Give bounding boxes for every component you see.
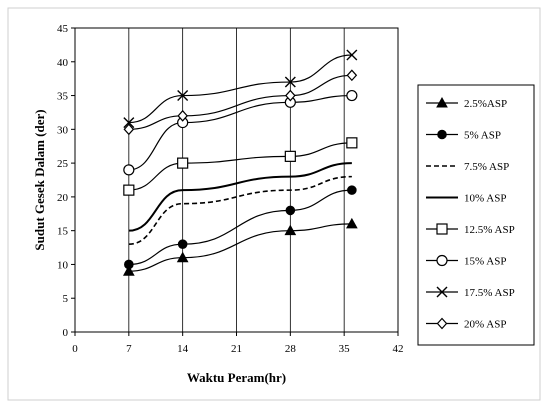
legend-label: 17.5% ASP [464, 287, 515, 299]
legend-label: 10% ASP [464, 193, 507, 205]
series-line [128, 223, 352, 272]
y-tick-label: 20 [57, 192, 69, 204]
legend-label: 12.5% ASP [464, 224, 515, 236]
y-tick-label: 10 [57, 259, 69, 271]
x-tick-label: 42 [393, 343, 404, 355]
data-point [285, 89, 296, 102]
legend-label: 2.5%ASP [464, 98, 507, 110]
x-tick-label: 21 [231, 343, 242, 355]
data-point [123, 164, 135, 176]
legend-label: 20% ASP [464, 319, 507, 331]
series-line [128, 74, 352, 130]
legend-box [417, 84, 535, 346]
x-axis-label: Waktu Peram(hr) [187, 370, 286, 385]
series-0 [122, 217, 358, 276]
series-line [128, 175, 352, 245]
x-tick-label: 7 [126, 343, 132, 355]
data-point-stroke [284, 76, 296, 88]
data-point [177, 157, 189, 169]
data-point-stroke [436, 286, 448, 298]
series-line [128, 54, 352, 124]
legend-item: 10% ASP [426, 193, 507, 205]
legend: 2.5%ASP 5% ASP 7.5% ASP 10% ASP 12.5% ASP 15%… [417, 84, 535, 346]
data-point [346, 217, 358, 229]
data-point [436, 254, 448, 267]
data-point [436, 286, 448, 298]
data-point [347, 185, 357, 195]
data-point [124, 259, 134, 270]
legend-item: 2.5%ASP [426, 96, 507, 110]
data-point [177, 109, 188, 122]
series-2 [128, 175, 352, 245]
y-tick-label: 5 [63, 293, 69, 305]
data-point [284, 76, 296, 88]
series-5 [123, 89, 358, 176]
data-point [346, 69, 358, 82]
legend-item: 7.5% ASP [426, 161, 509, 173]
data-point [122, 265, 135, 276]
legend-item: 17.5% ASP [426, 286, 515, 299]
data-point [284, 224, 297, 236]
series-line [128, 162, 352, 232]
legend-item: 20% ASP [426, 317, 507, 331]
y-axis-label: Sudut Gesek Dalam (der) [32, 109, 47, 250]
legend-item: 5% ASP [426, 130, 501, 142]
data-point-stroke [177, 90, 189, 102]
legend-label: 5% ASP [464, 130, 501, 142]
y-tick-label: 0 [63, 327, 69, 339]
legend-label: 7.5% ASP [464, 161, 509, 173]
legend-item: 15% ASP [426, 254, 507, 268]
data-point [123, 123, 135, 136]
y-tick-label: 30 [57, 124, 69, 136]
series-layer [122, 49, 358, 276]
data-point [346, 49, 358, 61]
x-tick-label: 14 [177, 343, 189, 355]
series-7 [123, 69, 358, 136]
data-point [346, 137, 358, 149]
y-tick-label: 35 [57, 91, 69, 103]
legend-label: 15% ASP [464, 256, 507, 268]
series-line [128, 94, 352, 171]
y-tick-label: 40 [57, 57, 69, 69]
series-3 [128, 162, 352, 232]
data-point [176, 251, 189, 263]
x-tick-label: 28 [285, 343, 297, 355]
data-point [123, 117, 135, 129]
series-6 [123, 49, 358, 129]
x-tick-label: 35 [339, 343, 351, 355]
series-1 [124, 185, 357, 270]
series-line [128, 142, 352, 191]
series-line [128, 189, 352, 266]
series-4 [123, 137, 358, 196]
y-tick-label: 15 [57, 226, 69, 238]
data-point [436, 96, 448, 108]
y-tick-label: 25 [57, 158, 69, 170]
data-point [123, 184, 135, 196]
legend-item: 12.5% ASP [426, 223, 515, 236]
data-point [284, 150, 296, 162]
data-point [437, 129, 447, 140]
data-point [436, 223, 448, 235]
x-axis-ticks: 0 7 14 21 28 35 42 [72, 332, 404, 355]
data-point [436, 317, 448, 330]
data-point-stroke [346, 49, 358, 61]
data-point [346, 89, 358, 102]
x-tick-label: 0 [72, 343, 78, 355]
y-axis-ticks: 0 5 10 15 20 25 30 35 40 45 [57, 23, 75, 339]
data-point [177, 90, 189, 102]
data-point [285, 205, 296, 216]
y-tick-label: 45 [57, 23, 69, 35]
data-point-stroke [123, 117, 135, 129]
grid-lines [128, 28, 345, 332]
data-point [177, 239, 188, 249]
